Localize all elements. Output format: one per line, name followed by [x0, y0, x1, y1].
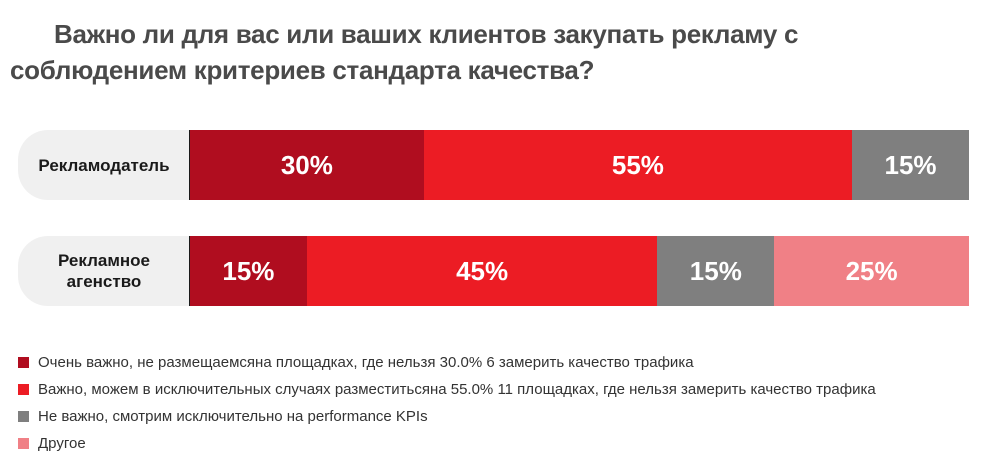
data-label: 30% — [280, 149, 333, 180]
bar-row-agency: 15% 45% 15% 25% — [190, 236, 969, 306]
bar-segment: 15% — [190, 236, 307, 306]
legend-label: Важно, можем в исключительных случаях ра… — [38, 381, 876, 398]
data-label: 15% — [222, 255, 275, 286]
data-label: 15% — [884, 149, 937, 180]
legend-item: Важно, можем в исключительных случаях ра… — [18, 376, 876, 403]
data-label: 45% — [456, 255, 509, 286]
bar-segment: 30% — [190, 130, 424, 200]
legend-swatch — [18, 384, 29, 395]
bar-segment: 55% — [423, 130, 853, 200]
legend-label: Не важно, смотрим исключительно на perfo… — [38, 408, 428, 425]
legend-label: Другое — [38, 435, 86, 452]
bar-segment: 15% — [657, 236, 775, 306]
legend-swatch — [18, 357, 29, 368]
legend-swatch — [18, 438, 29, 449]
row-label-agency: Рекламное агенство — [18, 236, 190, 306]
legend: Очень важно, не размещаемсяна площадках,… — [18, 349, 876, 457]
data-label: 15% — [689, 255, 742, 286]
chart-title: Важно ли для вас или ваших клиентов заку… — [10, 19, 799, 85]
bar-segment: 45% — [306, 236, 658, 306]
data-label: 25% — [845, 255, 898, 286]
legend-item: Другое — [18, 430, 876, 457]
legend-swatch — [18, 411, 29, 422]
bar-segment: 25% — [774, 236, 969, 306]
data-label: 55% — [611, 149, 664, 180]
legend-label: Очень важно, не размещаемсяна площадках,… — [38, 354, 694, 371]
row-label-advertiser: Рекламодатель — [18, 130, 190, 200]
bar-row-advertiser: 30% 55% 15% — [190, 130, 969, 200]
legend-item: Не важно, смотрим исключительно на perfo… — [18, 403, 876, 430]
legend-item: Очень важно, не размещаемсяна площадках,… — [18, 349, 876, 376]
bar-segment: 15% — [852, 130, 969, 200]
